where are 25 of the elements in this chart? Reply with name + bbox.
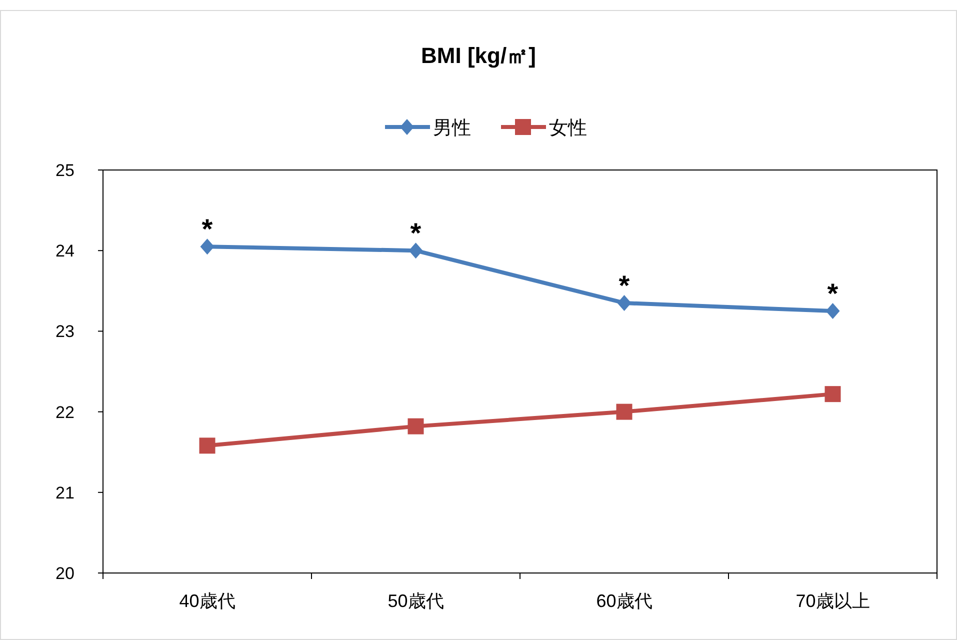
point <box>408 418 424 434</box>
annotation: * <box>827 278 838 310</box>
point <box>617 294 632 311</box>
point <box>408 242 423 259</box>
point <box>826 303 840 320</box>
annotation: * <box>618 270 630 301</box>
point <box>199 438 216 454</box>
chart-title: BMI [kg/㎡] <box>421 43 536 68</box>
y-tick-label: 25 <box>56 161 74 180</box>
y-tick-label: 20 <box>56 564 74 583</box>
x-tick-label: 70歳以上 <box>796 591 870 611</box>
legend-label: 女性 <box>549 118 587 139</box>
annotation: * <box>410 218 422 249</box>
point <box>616 404 632 420</box>
y-tick-label: 23 <box>56 322 74 342</box>
point <box>824 386 841 402</box>
x-tick-label: 40歳代 <box>179 591 236 611</box>
y-tick-label: 24 <box>56 242 74 261</box>
legend-label: 男性 <box>433 118 471 139</box>
y-tick-label: 21 <box>56 483 74 502</box>
point <box>200 238 214 255</box>
x-tick-label: 60歳代 <box>596 591 652 611</box>
annotation: * <box>202 214 213 245</box>
y-tick-label: 22 <box>56 402 74 422</box>
x-tick-label: 50歳代 <box>388 591 444 611</box>
